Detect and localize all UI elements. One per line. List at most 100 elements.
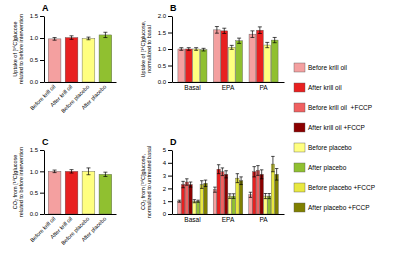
y-tick: 1.0 (158, 46, 172, 52)
y-tick-mark (40, 38, 44, 39)
x-tick-label: EPA (222, 84, 235, 91)
bar (217, 169, 220, 214)
error-bar (275, 169, 278, 181)
bar (256, 30, 263, 82)
x-tick: Basal (184, 216, 201, 223)
x-axis: Before krill oilAfter krill oilBefore pl… (29, 215, 117, 247)
y-tick-label: 1 (163, 199, 167, 205)
bar (181, 185, 184, 214)
bar (48, 171, 61, 214)
y-tick: 0.0 (30, 79, 44, 85)
legend-swatch (294, 163, 305, 172)
bar (260, 174, 263, 214)
bar (99, 174, 112, 214)
error-bar (70, 170, 74, 173)
y-tick-label: 1.0 (30, 35, 39, 41)
error-bar (256, 166, 259, 176)
error-bar (217, 165, 220, 174)
bar (178, 49, 185, 82)
error-bar (53, 170, 57, 173)
x-tick-label: Basal (184, 216, 201, 223)
y-tick: 0.0 (158, 79, 172, 85)
bar (271, 40, 278, 82)
y-tick: 3 (163, 173, 172, 179)
y-tick-mark (168, 214, 172, 215)
error-bar (200, 181, 203, 189)
x-tick: Basal (184, 84, 201, 91)
error-bar (249, 192, 252, 197)
bar (249, 34, 256, 82)
bar (200, 50, 207, 82)
y-tick-label: 1.5 (158, 30, 167, 36)
y-tick: 1.5 (30, 147, 44, 153)
legend-item: Before krill oil (294, 63, 348, 72)
bar (221, 31, 228, 82)
error-bar (224, 171, 227, 178)
error-bar (187, 48, 191, 51)
error-bar (179, 48, 183, 51)
error-bar (215, 27, 219, 34)
error-bar (252, 167, 255, 177)
y-tick-label: 0.0 (30, 79, 39, 85)
panel: 0.00.51.01.52.0BasalEPAPABUptake of [¹⁴C… (140, 3, 285, 91)
y-tick: 1.0 (30, 35, 44, 41)
legend: Before krill oil After krill oil Before kr… (294, 63, 375, 212)
error-bar (194, 48, 198, 51)
error-bar (239, 177, 242, 185)
y-tick-mark (168, 176, 172, 177)
bar (193, 49, 200, 82)
y-axis-line (44, 17, 45, 83)
y-tick: 2 (163, 186, 172, 192)
panel-title: A (42, 3, 49, 13)
bar (65, 171, 78, 214)
y-axis-line (44, 151, 45, 215)
y-tick: 1.5 (158, 30, 172, 36)
panel: 0.00.51.01.5Before krill oilAfter krill … (12, 3, 117, 114)
y-tick-label: 2 (163, 186, 167, 192)
x-tick-label: Before placebo (60, 216, 90, 246)
legend-item: Before krill oil +FCCP (294, 103, 372, 112)
legend-item: After krill oil +FCCP (294, 123, 365, 132)
y-axis: 012345 (163, 147, 173, 217)
bar (213, 30, 220, 82)
error-bar (260, 170, 263, 179)
y-tick: 1.5 (30, 13, 44, 19)
bar (232, 196, 235, 214)
y-axis-line (172, 151, 173, 215)
legend-label: After krill oil (308, 84, 342, 91)
legend-label: Before krill oil (308, 64, 348, 71)
error-bar (232, 194, 235, 199)
bar (236, 41, 243, 82)
error-bar (265, 42, 269, 47)
error-bar (228, 194, 231, 199)
error-bar (189, 182, 192, 187)
x-tick-label: Before placebo (60, 84, 90, 114)
y-tick-mark (168, 163, 172, 164)
y-tick-label: 1.5 (30, 147, 39, 153)
y-tick-label: 0.5 (30, 57, 39, 63)
error-bar (193, 200, 196, 203)
y-axis-title-line: related to before intervention (18, 14, 24, 84)
y-tick-label: 1.0 (30, 169, 39, 175)
y-tick: 1.0 (30, 169, 44, 175)
bar (204, 183, 207, 214)
y-axis-title-line: normalized to untreated basal (146, 146, 152, 218)
y-tick-label: 0.0 (30, 211, 39, 217)
y-axis-title-line: related to before intervention (18, 147, 24, 217)
y-tick-mark (168, 66, 172, 67)
y-tick: 0.5 (158, 63, 172, 69)
panel-title: C (42, 137, 49, 147)
y-tick-mark (40, 214, 44, 215)
legend-item: After placebo +FCCP (294, 203, 370, 212)
x-tick: After placebo (80, 216, 107, 243)
y-tick: 4 (163, 160, 172, 166)
error-bar (86, 37, 90, 40)
bar (221, 172, 224, 214)
y-axis: 0.00.51.01.52.0 (158, 13, 173, 85)
error-bar (202, 48, 206, 51)
y-axis-title: Uptake of [¹⁴C]glucose,normalized to bas… (140, 20, 152, 77)
error-bar (70, 36, 74, 40)
bar (65, 38, 78, 82)
error-bar (181, 181, 184, 187)
y-axis: 0.00.51.01.5 (30, 147, 45, 217)
